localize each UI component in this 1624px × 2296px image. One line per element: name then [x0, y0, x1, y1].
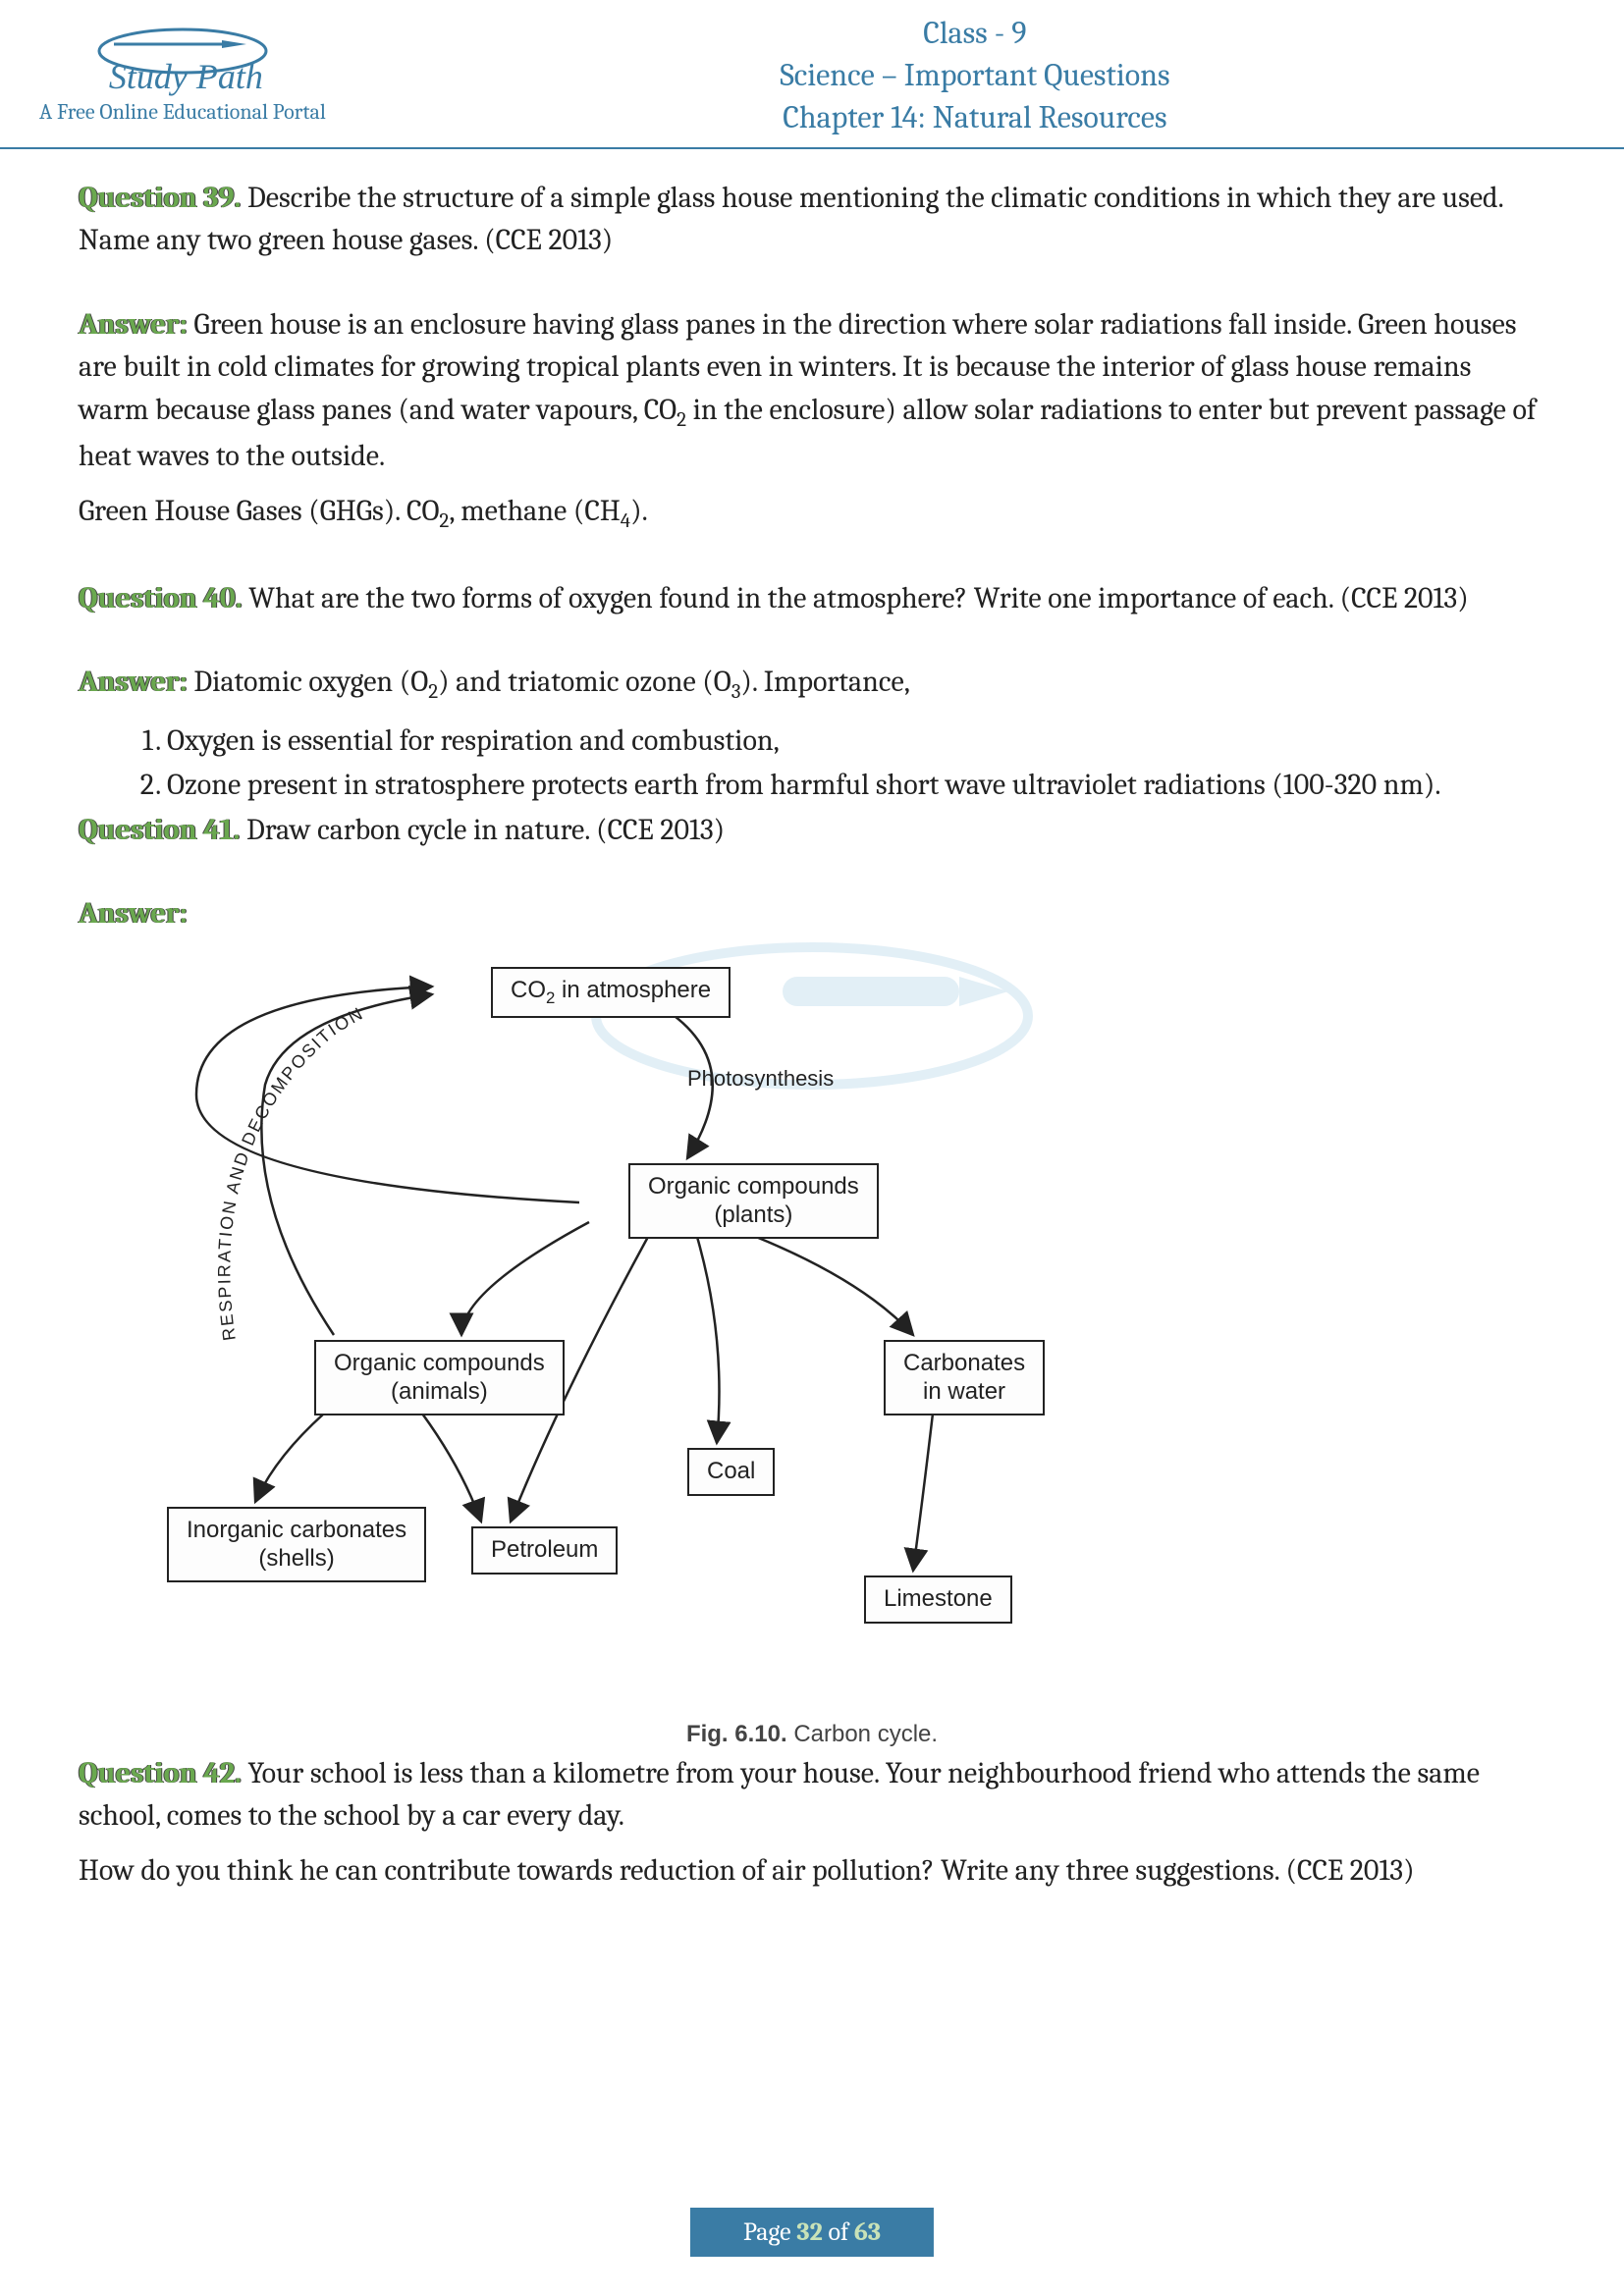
footer-mid: of — [823, 2217, 854, 2247]
carbon-cycle-diagram: RESPIRATION AND DECOMPOSITION CO2 in atm… — [79, 947, 1545, 1752]
answer-39-ghg: Green House Gases (GHGs). CO2, methane (… — [79, 490, 1545, 536]
header-line2: Science – Important Questions — [365, 54, 1585, 96]
page-footer: Page 32 of 63 — [690, 2208, 934, 2257]
tagline: A Free Online Educational Portal — [39, 99, 326, 125]
a40-pre: Diatomic oxygen (O — [188, 665, 428, 699]
q41-label: Question 41. — [79, 813, 240, 847]
logo-block: Study Path A Free Online Educational Por… — [39, 27, 326, 125]
question-42-part2: How do you think he can contribute towar… — [79, 1849, 1545, 1893]
logo-text: Study Path — [109, 56, 263, 97]
answer-40-list: Oxygen is essential for respiration and … — [147, 720, 1545, 807]
a39-ghg-pre: Green House Gases (GHGs). CO — [79, 494, 439, 528]
q40-label: Question 40. — [79, 581, 243, 615]
q42-label: Question 42. — [79, 1756, 242, 1790]
svg-text:RESPIRATION AND DECOMPOSITION: RESPIRATION AND DECOMPOSITION — [214, 1003, 367, 1342]
a39-label: Answer: — [79, 307, 188, 342]
footer-pre: Page — [743, 2217, 796, 2247]
list-item: Oxygen is essential for respiration and … — [167, 720, 1545, 763]
a39-ghg-mid: , methane (CH — [449, 494, 620, 528]
diagram-arrows: RESPIRATION AND DECOMPOSITION — [137, 947, 1218, 1713]
a40-mid: ) and triatomic ozone (O — [438, 665, 731, 699]
node-animals: Organic compounds(animals) — [314, 1340, 565, 1416]
answer-41: Answer: — [79, 892, 1545, 935]
a39-ghg-post: ). — [630, 494, 648, 528]
node-plants: Organic compounds(plants) — [628, 1163, 879, 1240]
a41-label: Answer: — [79, 896, 188, 931]
page-total: 63 — [854, 2217, 881, 2247]
q40-text: What are the two forms of oxygen found i… — [243, 581, 1469, 615]
question-42: Question 42. Your school is less than a … — [79, 1752, 1545, 1838]
answer-40: Answer: Diatomic oxygen (O2) and triatom… — [79, 661, 1545, 707]
logo: Study Path — [94, 27, 271, 95]
node-limestone: Limestone — [864, 1575, 1012, 1624]
node-carbonates: Carbonatesin water — [884, 1340, 1045, 1416]
header-line3: Chapter 14: Natural Resources — [365, 96, 1585, 138]
header-line1: Class - 9 — [365, 12, 1585, 54]
question-40: Question 40. What are the two forms of o… — [79, 577, 1545, 620]
node-co2: CO2 in atmosphere — [491, 967, 731, 1018]
question-41: Question 41. Draw carbon cycle in nature… — [79, 809, 1545, 852]
node-shells: Inorganic carbonates(shells) — [167, 1507, 426, 1583]
list-item: Ozone present in stratosphere protects e… — [167, 764, 1545, 807]
node-petroleum: Petroleum — [471, 1526, 618, 1575]
page-number: 32 — [796, 2217, 822, 2247]
question-39: Question 39. Describe the structure of a… — [79, 177, 1545, 262]
q41-text: Draw carbon cycle in nature. (CCE 2013) — [240, 813, 725, 847]
page-content: Question 39. Describe the structure of a… — [0, 149, 1624, 1944]
a40-label: Answer: — [79, 665, 188, 699]
diagram-caption: Fig. 6.10. Carbon cycle. — [686, 1718, 938, 1752]
answer-39: Answer: Green house is an enclosure havi… — [79, 303, 1545, 478]
q39-text: Describe the structure of a simple glass… — [79, 181, 1503, 258]
resp-decomp-label: RESPIRATION AND DECOMPOSITION — [214, 1003, 367, 1342]
q39-label: Question 39. — [79, 181, 241, 215]
node-coal: Coal — [687, 1448, 775, 1496]
q42-text: Your school is less than a kilometre fro… — [79, 1756, 1480, 1834]
photosynthesis-label: Photosynthesis — [687, 1063, 834, 1095]
a40-post: ). Importance, — [740, 665, 910, 699]
header-titles: Class - 9 Science – Important Questions … — [365, 12, 1585, 139]
page-header: Study Path A Free Online Educational Por… — [0, 0, 1624, 149]
